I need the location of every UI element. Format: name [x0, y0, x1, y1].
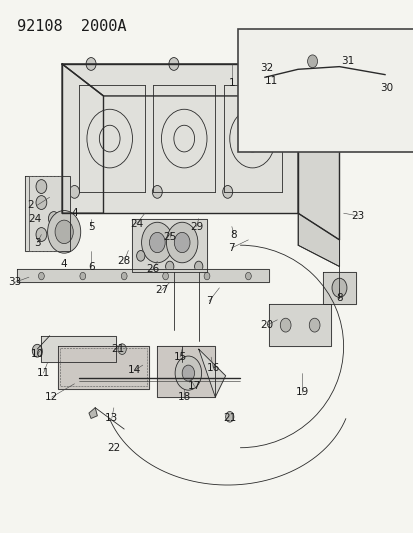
Polygon shape — [198, 349, 225, 397]
Circle shape — [331, 278, 346, 297]
Circle shape — [55, 220, 73, 244]
Text: 15: 15 — [173, 352, 186, 362]
Text: 4: 4 — [61, 259, 67, 269]
Text: 2: 2 — [28, 200, 34, 210]
Circle shape — [243, 58, 253, 70]
Polygon shape — [62, 64, 103, 213]
Circle shape — [86, 58, 96, 70]
Polygon shape — [322, 272, 355, 304]
Text: 7: 7 — [228, 243, 235, 253]
Text: 1: 1 — [228, 78, 235, 87]
Polygon shape — [297, 213, 339, 266]
Circle shape — [309, 318, 319, 332]
Text: 8: 8 — [230, 230, 237, 239]
Text: 22: 22 — [107, 443, 120, 453]
Circle shape — [69, 185, 79, 198]
Circle shape — [141, 222, 173, 263]
Text: 11: 11 — [37, 368, 50, 378]
Polygon shape — [132, 219, 206, 272]
Text: 13: 13 — [105, 414, 118, 423]
Polygon shape — [62, 64, 297, 213]
Text: 29: 29 — [190, 222, 203, 231]
Text: 5: 5 — [88, 222, 94, 231]
Text: 3: 3 — [34, 238, 40, 247]
Circle shape — [174, 232, 190, 253]
Circle shape — [36, 180, 47, 193]
Circle shape — [36, 228, 47, 241]
Text: 18: 18 — [177, 392, 190, 402]
Circle shape — [80, 272, 85, 280]
Text: 24: 24 — [28, 214, 42, 223]
Polygon shape — [89, 408, 97, 418]
Polygon shape — [62, 64, 339, 96]
Text: 31: 31 — [340, 56, 354, 66]
Circle shape — [222, 185, 232, 198]
Circle shape — [204, 272, 209, 280]
Text: 20: 20 — [260, 320, 273, 330]
Text: 8: 8 — [335, 294, 342, 303]
Circle shape — [152, 185, 162, 198]
Text: 32: 32 — [260, 63, 273, 73]
Text: 7: 7 — [205, 296, 212, 306]
Text: 27: 27 — [154, 286, 168, 295]
Text: 11: 11 — [264, 76, 277, 86]
Circle shape — [149, 232, 165, 253]
Text: 25: 25 — [163, 232, 176, 242]
Text: 6: 6 — [88, 262, 94, 271]
Text: 21: 21 — [111, 344, 124, 354]
Circle shape — [162, 272, 168, 280]
Circle shape — [175, 356, 201, 390]
Text: 26: 26 — [146, 264, 159, 274]
Circle shape — [169, 58, 178, 70]
Circle shape — [165, 261, 173, 272]
Text: 10: 10 — [31, 350, 44, 359]
Polygon shape — [157, 346, 215, 397]
Circle shape — [136, 251, 145, 261]
Circle shape — [121, 272, 127, 280]
Text: 30: 30 — [380, 83, 393, 93]
Circle shape — [118, 344, 126, 354]
Text: 16: 16 — [206, 363, 219, 373]
Circle shape — [38, 272, 44, 280]
Polygon shape — [58, 346, 149, 389]
Text: 92108  2000A: 92108 2000A — [17, 19, 126, 34]
FancyBboxPatch shape — [237, 29, 413, 152]
Text: 12: 12 — [45, 392, 58, 402]
Polygon shape — [268, 304, 330, 346]
Circle shape — [307, 55, 317, 68]
Polygon shape — [17, 269, 268, 282]
Text: 19: 19 — [295, 387, 308, 397]
Text: 33: 33 — [8, 278, 21, 287]
Circle shape — [245, 272, 251, 280]
Circle shape — [48, 212, 59, 225]
Polygon shape — [301, 56, 322, 67]
Circle shape — [194, 261, 202, 272]
Circle shape — [280, 318, 290, 332]
Text: 21: 21 — [223, 414, 236, 423]
Polygon shape — [41, 336, 116, 362]
Circle shape — [166, 222, 197, 263]
Text: 17: 17 — [188, 382, 201, 391]
Circle shape — [225, 411, 233, 422]
Circle shape — [47, 211, 81, 253]
Text: 28: 28 — [117, 256, 131, 266]
Polygon shape — [297, 64, 339, 240]
Text: 4: 4 — [71, 208, 78, 218]
Text: 24: 24 — [130, 219, 143, 229]
Text: 23: 23 — [351, 211, 364, 221]
Circle shape — [182, 365, 194, 381]
Circle shape — [32, 344, 42, 357]
Text: 14: 14 — [128, 366, 141, 375]
Circle shape — [36, 196, 47, 209]
Polygon shape — [25, 176, 70, 251]
